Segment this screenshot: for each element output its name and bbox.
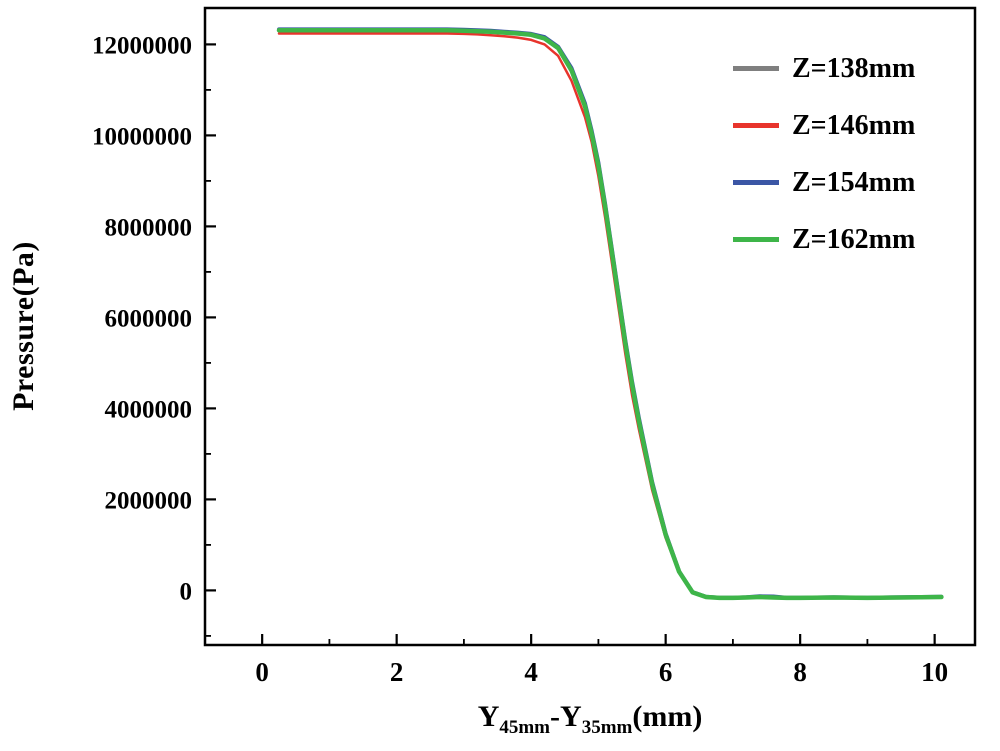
y-tick-label: 8000000 [105,214,193,241]
legend-item: Z=154mm [733,162,915,203]
legend-line-swatch [733,237,779,242]
legend-label: Z=154mm [792,166,916,198]
y-tick-label: 12000000 [92,32,192,59]
x-tick-label: 6 [659,657,673,687]
legend: Z=138mm Z=146mm Z=154mm Z=162mm [733,48,915,260]
x-tick-label: 10 [921,657,948,687]
x-label-symbol-2: Y [560,700,582,733]
y-tick-label: 2000000 [105,487,193,514]
x-tick-label: 4 [524,657,538,687]
x-label-dash: - [550,700,561,733]
x-tick-label: 2 [390,657,404,687]
y-axis-label: Pressure(Pa) [7,241,40,411]
y-tick-label: 0 [180,578,193,605]
x-label-symbol-1: Y [477,700,500,733]
legend-item: Z=146mm [733,105,915,146]
legend-line-swatch [733,66,779,71]
x-label-unit: (mm) [632,700,703,733]
legend-item: Z=162mm [733,219,915,260]
y-tick-label: 6000000 [105,305,193,332]
legend-label: Z=138mm [792,52,916,84]
plot-border [203,6,977,647]
legend-item: Z=138mm [733,48,915,89]
x-axis-label: Y45mm-Y35mm(mm) [205,700,975,738]
x-label-subscript-1: 45mm [499,717,551,738]
series-line-3 [276,28,944,601]
legend-line-swatch [733,180,779,185]
legend-line-swatch [733,123,779,128]
y-tick-label: 10000000 [92,123,192,150]
y-tick-label: 4000000 [105,396,193,423]
legend-label: Z=162mm [792,223,916,255]
x-label-subscript-2: 35mm [581,717,633,738]
x-tick-label: 0 [255,657,269,687]
legend-label: Z=146mm [792,109,916,141]
x-tick-label: 8 [793,657,807,687]
